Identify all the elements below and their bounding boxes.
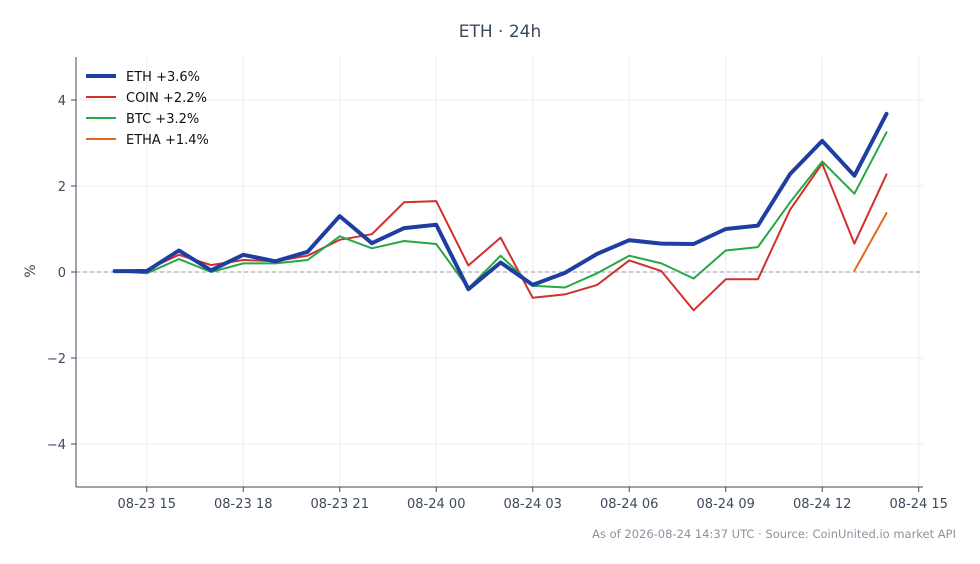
x-tick-label: 08-23 21 bbox=[311, 497, 369, 512]
x-tick-label: 08-23 18 bbox=[214, 497, 272, 512]
y-tick-label: −4 bbox=[47, 438, 66, 453]
x-tick-label: 08-24 06 bbox=[600, 497, 658, 512]
series-line-coin bbox=[113, 162, 888, 312]
x-tick-label: 08-24 15 bbox=[889, 497, 947, 512]
x-tick-label: 08-24 09 bbox=[696, 497, 754, 512]
x-tick-label: 08-23 15 bbox=[118, 497, 176, 512]
series-line-etha bbox=[853, 212, 888, 272]
y-tick-label: 2 bbox=[58, 180, 66, 195]
series-line-btc bbox=[113, 131, 888, 290]
series-line-eth bbox=[112, 111, 889, 292]
y-tick-label: 4 bbox=[58, 94, 66, 109]
x-tick-label: 08-24 12 bbox=[793, 497, 851, 512]
y-tick-label: −2 bbox=[47, 352, 66, 367]
legend-label-etha: ETHA +1.4% bbox=[126, 133, 209, 148]
y-tick-label: 0 bbox=[58, 266, 66, 281]
chart-title: ETH · 24h bbox=[459, 22, 542, 42]
legend-label-coin: COIN +2.2% bbox=[126, 91, 207, 106]
source-footnote: As of 2026-08-24 14:37 UTC · Source: Coi… bbox=[592, 527, 956, 541]
plot-area: 08-23 15 08-23 18 08-23 21 08-24 00 08-24 03… bbox=[47, 57, 948, 512]
x-tick-label: 08-24 03 bbox=[504, 497, 562, 512]
y-axis-label: % bbox=[23, 264, 39, 277]
legend-label-eth: ETH +3.6% bbox=[126, 70, 200, 85]
legend: ETH +3.6% COIN +2.2% BTC +3.2% ETHA +1.4% bbox=[86, 70, 209, 148]
x-tick-label: 08-24 00 bbox=[407, 497, 465, 512]
legend-label-btc: BTC +3.2% bbox=[126, 112, 199, 127]
